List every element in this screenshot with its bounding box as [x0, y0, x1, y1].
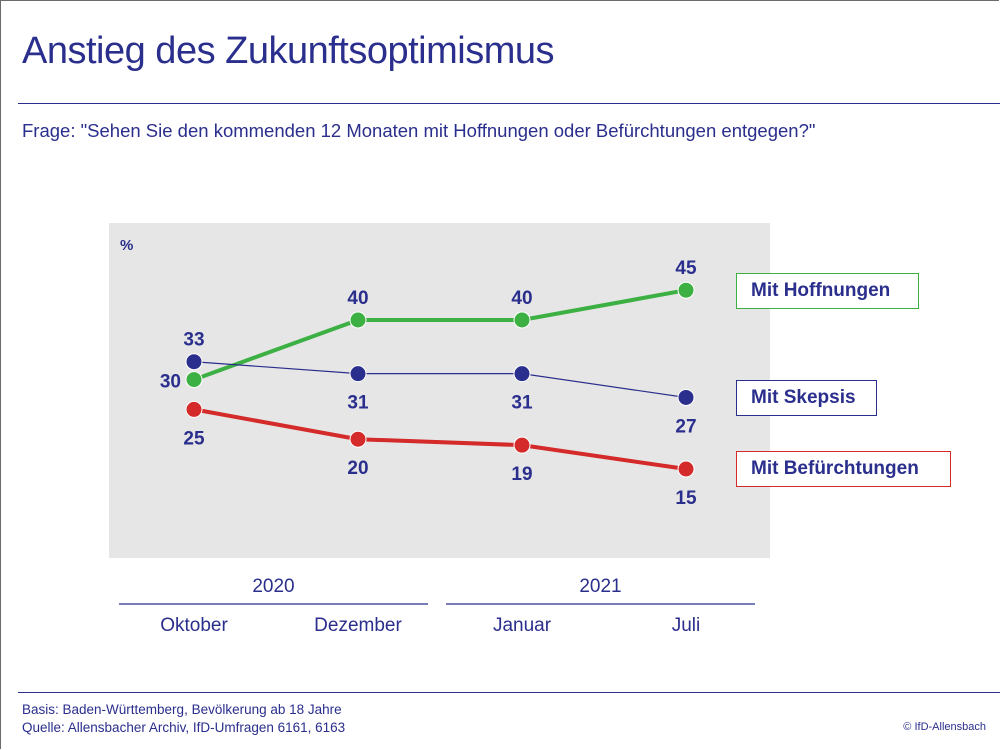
data-label-hoffnungen: 40: [511, 288, 532, 309]
data-point-befuerchtungen: [185, 400, 203, 418]
data-label-skepsis: 31: [347, 393, 369, 414]
data-point-hoffnungen: [185, 371, 203, 389]
year-group-label: 2020: [252, 576, 294, 597]
data-label-befuerchtungen: 15: [675, 488, 697, 509]
data-label-hoffnungen: 40: [347, 288, 368, 309]
data-point-befuerchtungen: [349, 430, 367, 448]
x-tick-label: Dezember: [314, 615, 402, 636]
data-label-skepsis: 31: [511, 393, 533, 414]
data-label-hoffnungen: 30: [160, 372, 181, 393]
data-point-skepsis: [349, 365, 367, 383]
data-label-skepsis: 27: [675, 416, 696, 437]
footer-basis: Basis: Baden-Württemberg, Bevölkerung ab…: [22, 702, 342, 717]
data-point-skepsis: [513, 365, 531, 383]
footer-source: Quelle: Allensbacher Archiv, IfD-Umfrage…: [22, 720, 346, 735]
title-divider: [18, 103, 1000, 104]
year-group-label: 2021: [579, 576, 621, 597]
series-line-befuerchtungen: [193, 407, 687, 471]
data-point-skepsis: [185, 353, 203, 371]
series-line-skepsis: [193, 361, 687, 399]
data-point-befuerchtungen: [513, 436, 531, 454]
x-tick-label: Oktober: [160, 615, 228, 636]
legend-befuerchtungen: Mit Befürchtungen: [736, 451, 951, 487]
data-label-hoffnungen: 45: [675, 258, 697, 279]
data-point-hoffnungen: [349, 311, 367, 329]
survey-question: Frage: "Sehen Sie den kommenden 12 Monat…: [22, 120, 816, 141]
data-point-hoffnungen: [677, 281, 695, 299]
data-label-befuerchtungen: 19: [511, 464, 532, 485]
plot-background: [109, 223, 770, 558]
y-axis-unit-label: %: [120, 237, 133, 254]
x-axis: 2020 2021 Oktober Dezember Januar Juli: [119, 576, 755, 636]
data-point-hoffnungen: [513, 311, 531, 329]
copyright: © IfD-Allensbach: [903, 721, 986, 733]
footer-divider: [18, 692, 1000, 693]
series-line-hoffnungen: [193, 288, 687, 382]
data-point-skepsis: [677, 388, 695, 406]
data-label-skepsis: 33: [183, 330, 204, 351]
x-tick-label: Juli: [672, 615, 701, 636]
legend-hoffnungen: Mit Hoffnungen: [736, 273, 919, 309]
page-title: Anstieg des Zukunftsoptimismus: [22, 30, 555, 72]
series-layer: 30 40 40 45 33 31 31 27 25 20 19 15: [160, 258, 697, 509]
legend-skepsis: Mit Skepsis: [736, 380, 877, 416]
data-label-befuerchtungen: 20: [347, 458, 368, 479]
data-label-befuerchtungen: 25: [183, 428, 205, 449]
x-tick-label: Januar: [493, 615, 552, 636]
data-point-befuerchtungen: [677, 460, 695, 478]
